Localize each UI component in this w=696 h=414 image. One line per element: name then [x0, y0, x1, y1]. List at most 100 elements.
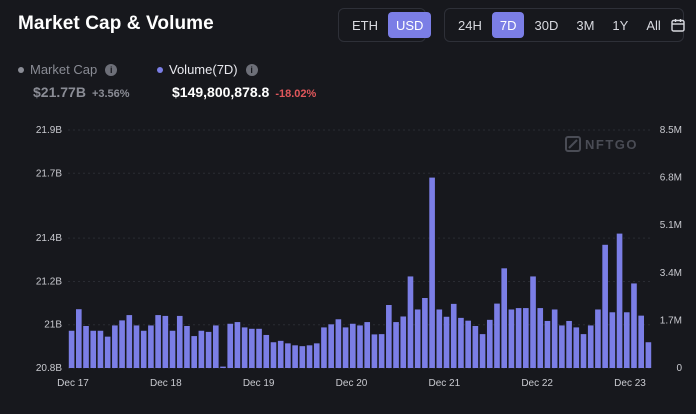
- volume-bar[interactable]: [90, 330, 97, 368]
- volume-bar[interactable]: [126, 315, 133, 368]
- volume-bar[interactable]: [119, 320, 125, 368]
- volume-bar[interactable]: [595, 309, 601, 368]
- range-all-button[interactable]: All: [646, 17, 661, 33]
- volume-bar[interactable]: [212, 325, 219, 368]
- volume-bar[interactable]: [285, 343, 291, 368]
- volume-bar[interactable]: [133, 325, 140, 368]
- volume-bar[interactable]: [328, 324, 334, 368]
- volume-bar[interactable]: [436, 309, 443, 368]
- volume-bar[interactable]: [486, 319, 493, 368]
- volume-bar[interactable]: [559, 325, 565, 368]
- volume-bar[interactable]: [566, 320, 572, 368]
- range-30d-button[interactable]: 30D: [534, 17, 559, 33]
- volume-bar[interactable]: [501, 268, 508, 368]
- volume-bar[interactable]: [184, 326, 190, 368]
- volume-bar[interactable]: [537, 308, 544, 368]
- range-3m-button[interactable]: 3M: [576, 17, 595, 33]
- volume-bar[interactable]: [321, 327, 327, 368]
- range-7d-button[interactable]: 7D: [491, 12, 525, 38]
- volume-bar[interactable]: [313, 343, 320, 368]
- volume-bar[interactable]: [227, 323, 234, 368]
- volume-bar[interactable]: [364, 322, 371, 368]
- market-cap-label: Market Cap: [30, 62, 98, 77]
- volume-bar[interactable]: [494, 303, 500, 368]
- volume-bar[interactable]: [544, 320, 551, 368]
- info-icon[interactable]: i: [245, 63, 258, 76]
- volume-bar[interactable]: [198, 330, 205, 368]
- volume-bar[interactable]: [631, 283, 637, 368]
- volume-bar[interactable]: [241, 327, 248, 368]
- volume-bar[interactable]: [205, 331, 212, 368]
- volume-bar[interactable]: [68, 330, 75, 368]
- volume-bar[interactable]: [393, 322, 399, 368]
- volume-bar[interactable]: [616, 233, 623, 368]
- volume-label: Volume(7D): [169, 62, 238, 77]
- range-24h-button[interactable]: 24H: [458, 17, 482, 33]
- range-1y-button[interactable]: 1Y: [612, 17, 629, 33]
- volume-bar[interactable]: [479, 334, 486, 368]
- x-tick-label: Dec 21: [428, 378, 460, 389]
- volume-bar[interactable]: [104, 336, 111, 368]
- volume-bar[interactable]: [277, 340, 284, 368]
- volume-bar[interactable]: [386, 305, 392, 368]
- volume-bar[interactable]: [169, 330, 176, 368]
- volume-bar[interactable]: [378, 334, 385, 368]
- volume-bar[interactable]: [645, 342, 652, 368]
- volume-bar[interactable]: [638, 315, 644, 368]
- volume-bar[interactable]: [530, 276, 536, 368]
- volume-bar[interactable]: [256, 328, 262, 368]
- volume-bar[interactable]: [472, 326, 479, 368]
- volume-bar[interactable]: [270, 342, 277, 368]
- volume-bar[interactable]: [602, 244, 608, 368]
- volume-bar[interactable]: [148, 325, 154, 368]
- volume-bar[interactable]: [342, 327, 349, 368]
- volume-bar[interactable]: [414, 309, 421, 368]
- volume-bar[interactable]: [400, 316, 407, 368]
- volume-bar[interactable]: [623, 312, 630, 368]
- volume-bar[interactable]: [465, 320, 471, 368]
- volume-bar[interactable]: [335, 319, 342, 368]
- volume-bar[interactable]: [573, 327, 580, 368]
- volume-bar[interactable]: [234, 322, 241, 368]
- currency-usd-button[interactable]: USD: [388, 12, 432, 38]
- volume-bar[interactable]: [140, 330, 147, 368]
- volume-bar[interactable]: [429, 177, 435, 368]
- volume-bar[interactable]: [220, 366, 226, 368]
- volume-bar[interactable]: [162, 315, 169, 368]
- volume-bar[interactable]: [249, 328, 255, 368]
- volume-bar[interactable]: [349, 323, 356, 368]
- volume-bar[interactable]: [443, 316, 450, 368]
- volume-bar[interactable]: [263, 334, 270, 368]
- volume-bar[interactable]: [609, 312, 616, 368]
- volume-bar[interactable]: [580, 334, 587, 368]
- volume-bar[interactable]: [83, 326, 89, 368]
- volume-bar[interactable]: [299, 346, 306, 368]
- volume-bar[interactable]: [112, 325, 118, 368]
- volume-bar[interactable]: [97, 330, 104, 368]
- y-left-tick-label: 21.9B: [36, 125, 62, 136]
- volume-bar[interactable]: [458, 317, 464, 368]
- y-left-tick-label: 21.7B: [36, 168, 62, 179]
- volume-bar[interactable]: [551, 309, 558, 368]
- volume-bar[interactable]: [292, 345, 298, 368]
- volume-bar[interactable]: [508, 309, 515, 368]
- volume-bar[interactable]: [450, 303, 457, 368]
- volume-bar[interactable]: [515, 308, 522, 368]
- volume-bar[interactable]: [306, 345, 313, 368]
- volume-bar[interactable]: [371, 334, 378, 368]
- volume-bar[interactable]: [587, 325, 594, 368]
- y-left-tick-label: 20.8B: [36, 363, 62, 374]
- volume-bar[interactable]: [155, 315, 161, 368]
- volume-bar[interactable]: [407, 276, 414, 368]
- calendar-icon[interactable]: [671, 12, 685, 38]
- legend-volume[interactable]: Volume(7D) i: [157, 62, 258, 77]
- volume-bar[interactable]: [357, 325, 363, 368]
- volume-bar[interactable]: [422, 298, 428, 368]
- volume-bar[interactable]: [523, 308, 529, 368]
- volume-bar[interactable]: [76, 309, 82, 368]
- volume-bar[interactable]: [191, 336, 197, 368]
- currency-eth-button[interactable]: ETH: [352, 17, 378, 33]
- info-icon[interactable]: i: [105, 63, 118, 76]
- volume-bar[interactable]: [176, 315, 183, 368]
- legend-market-cap[interactable]: Market Cap i: [18, 62, 118, 77]
